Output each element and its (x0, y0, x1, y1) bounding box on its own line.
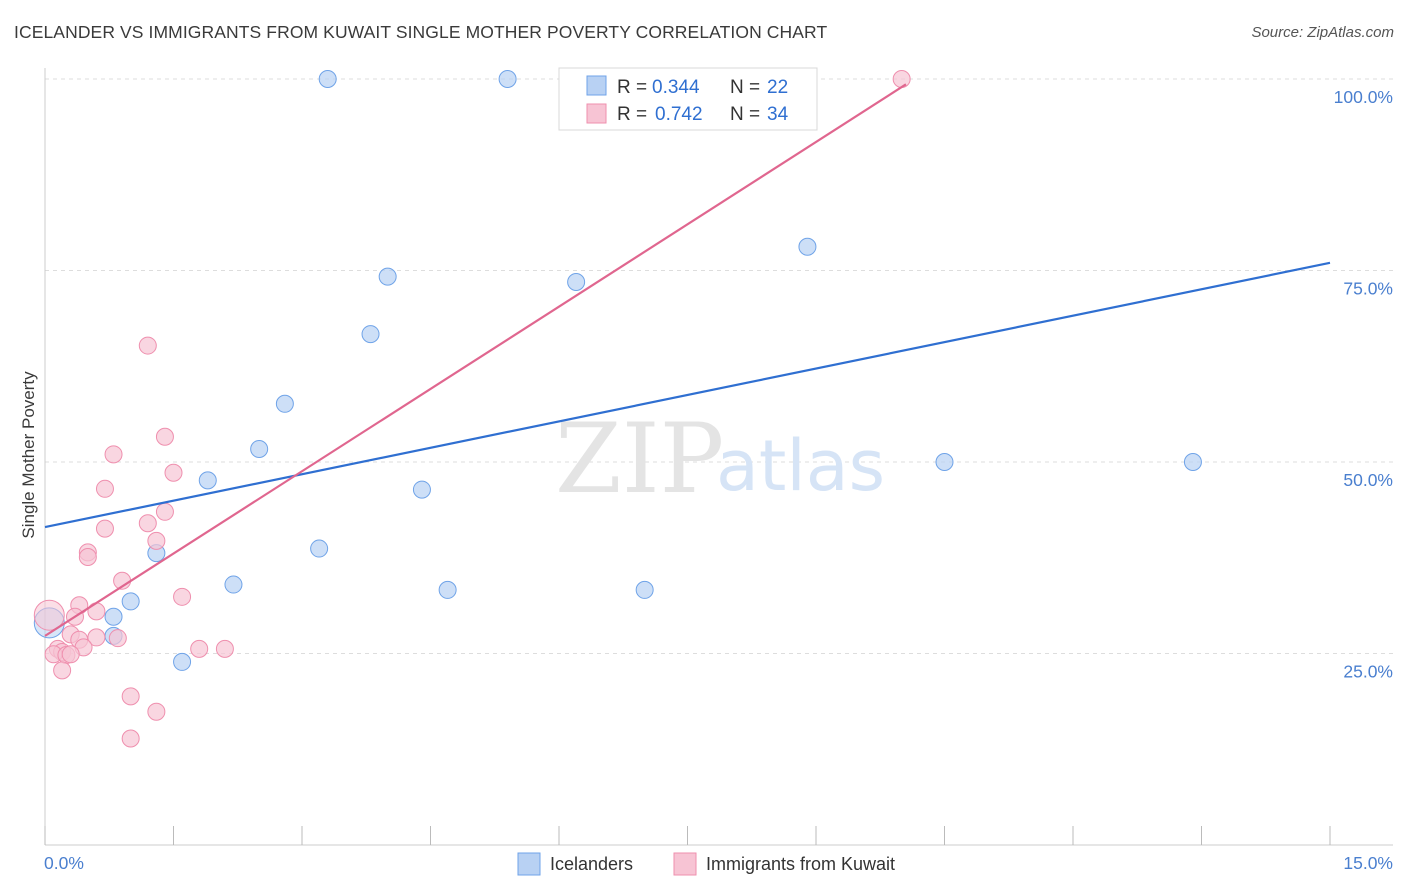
y-tick-label: 100.0% (1334, 87, 1393, 107)
kuwait-point (104, 445, 123, 464)
bottom-legend-swatch-kuwait (673, 852, 697, 876)
icelanders-point (498, 70, 517, 88)
x-tick-label-min: 0.0% (44, 853, 84, 873)
kuwait-point (190, 639, 209, 658)
y-tick-label: 75.0% (1343, 279, 1393, 299)
kuwait-point (147, 702, 166, 721)
icelanders-point (438, 580, 457, 599)
icelanders-point (198, 471, 217, 490)
kuwait-point (108, 629, 127, 648)
icelanders-point (361, 325, 380, 344)
icelanders-point (104, 607, 123, 626)
kuwait-point (164, 463, 183, 482)
kuwait-point (87, 602, 106, 621)
axes (44, 68, 1393, 846)
icelanders-point (275, 394, 294, 413)
legend-r-value-1: 0.742 (655, 104, 703, 125)
legend-swatch-icelanders (586, 75, 607, 96)
kuwait-point (121, 687, 140, 706)
icelanders-point (567, 272, 586, 291)
icelanders-point (1183, 453, 1202, 471)
legend-n-value-0: 22 (767, 77, 788, 98)
kuwait-trend-line (44, 83, 907, 637)
icelanders-trend-line (44, 261, 1331, 529)
icelanders-point (635, 580, 654, 599)
icelanders-point (412, 480, 431, 499)
kuwait-point (53, 661, 72, 680)
kuwait-point (155, 427, 174, 446)
watermark-atlas: atlas (716, 425, 885, 507)
kuwait-point (173, 587, 192, 606)
legend-swatch-kuwait (586, 103, 607, 124)
trend-lines (44, 83, 1331, 637)
x-tick-label-max: 15.0% (1343, 853, 1393, 873)
kuwait-point (892, 70, 911, 88)
kuwait-point (121, 729, 140, 748)
series-icelanders-points (33, 70, 1202, 671)
y-tick-labels: 25.0% 50.0% 75.0% 100.0% (1334, 87, 1393, 682)
kuwait-point (95, 479, 114, 498)
legend-n-label-1: N = (730, 104, 760, 125)
kuwait-point (155, 502, 174, 521)
series-kuwait-points (33, 70, 911, 748)
bottom-legend-label-icelanders: Icelanders (550, 854, 633, 874)
icelanders-point (798, 237, 817, 256)
bottom-legend-label-kuwait: Immigrants from Kuwait (706, 854, 895, 874)
icelanders-point (250, 439, 269, 458)
y-tick-label: 50.0% (1343, 470, 1393, 490)
legend-r-value-0: 0.344 (652, 77, 700, 98)
kuwait-point (138, 336, 157, 355)
legend-n-label-0: N = (730, 77, 760, 98)
gridlines (45, 78, 1393, 654)
icelanders-point (173, 652, 192, 671)
kuwait-point (147, 531, 166, 550)
kuwait-point (95, 519, 114, 538)
y-axis-label: Single Mother Poverty (19, 371, 38, 539)
icelanders-point (378, 267, 397, 286)
legend-r-label-1: R = (617, 104, 647, 125)
chart-title: ICELANDER VS IMMIGRANTS FROM KUWAIT SING… (14, 22, 828, 42)
icelanders-point (318, 70, 337, 88)
y-tick-label: 25.0% (1343, 662, 1393, 682)
icelanders-point (121, 592, 140, 611)
icelanders-point (935, 453, 954, 471)
icelanders-point (310, 539, 329, 558)
icelanders-point (224, 575, 243, 594)
stats-legend: R = 0.344 N = 22 R = 0.742 N = 34 (558, 67, 818, 131)
chart-source: Source: ZipAtlas.com (1251, 24, 1394, 41)
kuwait-point (61, 645, 80, 664)
legend-n-value-1: 34 (767, 104, 789, 125)
kuwait-point (215, 639, 234, 658)
bottom-legend-swatch-icelanders (517, 852, 541, 876)
kuwait-point (138, 514, 157, 533)
kuwait-point (78, 547, 97, 566)
watermark-zip: ZIP (555, 403, 724, 515)
series-legend: Icelanders Immigrants from Kuwait (517, 852, 895, 876)
legend-r-label-0: R = (617, 77, 647, 98)
kuwait-point (33, 599, 65, 631)
